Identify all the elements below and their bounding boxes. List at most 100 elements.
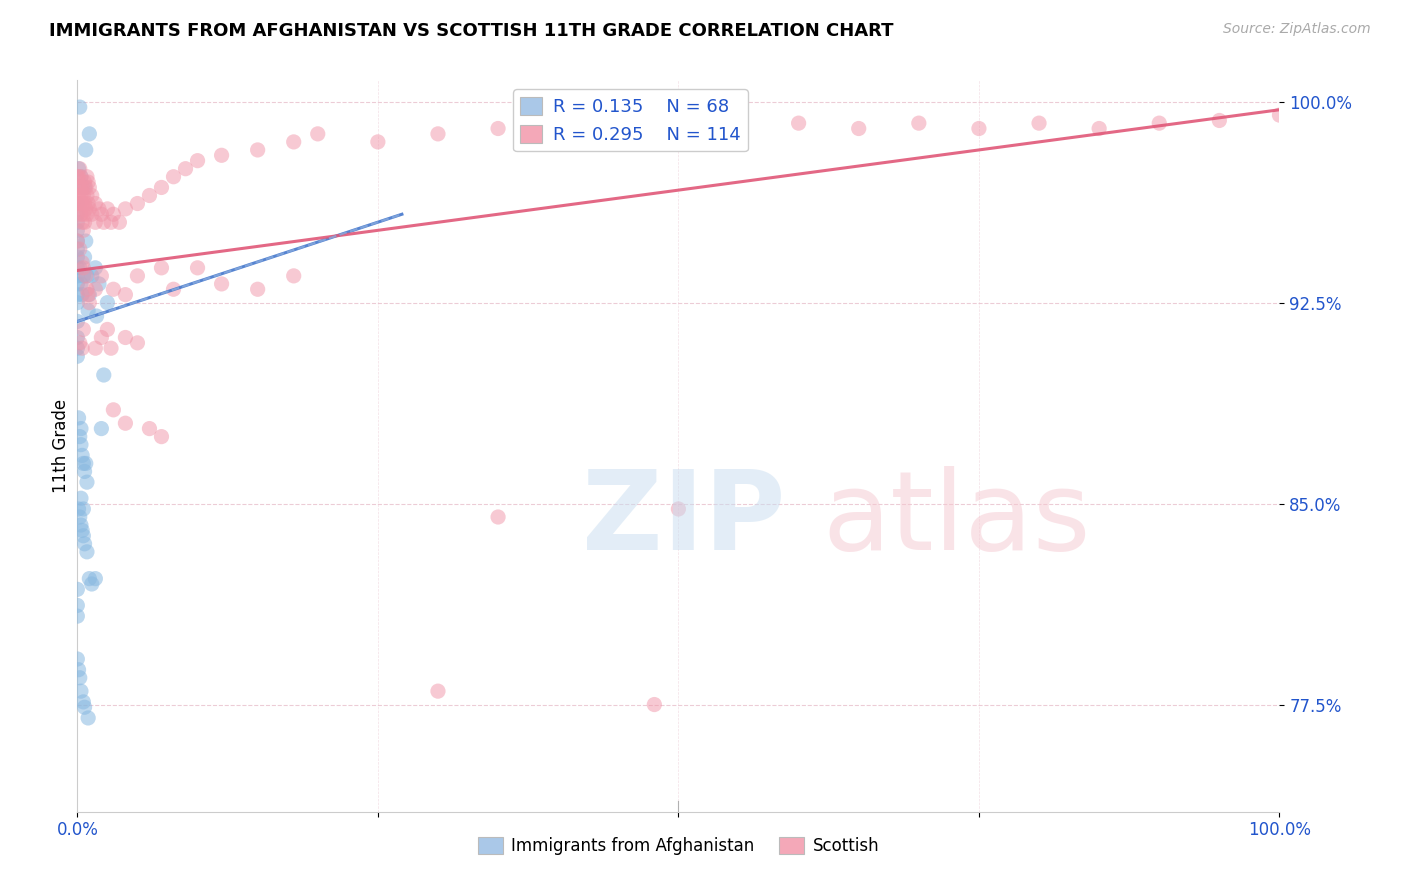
Point — [72, 223, 94, 237]
Point — [75, 234, 97, 248]
Point — [84, 282, 107, 296]
Point — [72, 268, 94, 283]
Point — [70, 684, 93, 698]
Point — [73, 700, 96, 714]
Point — [79, 202, 101, 216]
Point — [283, 268, 305, 283]
Point — [72, 695, 94, 709]
Point — [67, 410, 90, 425]
Point — [67, 502, 90, 516]
Point — [87, 277, 110, 291]
Point — [108, 215, 131, 229]
Point — [96, 322, 118, 336]
Point — [70, 421, 93, 435]
Point — [76, 545, 98, 559]
Point — [66, 652, 89, 666]
Point — [103, 282, 125, 296]
Point — [66, 207, 89, 221]
Point — [150, 260, 173, 275]
Point — [70, 180, 93, 194]
Point — [67, 169, 90, 184]
Point — [76, 188, 98, 202]
Point — [69, 510, 91, 524]
Point — [66, 215, 89, 229]
Point — [69, 242, 91, 256]
Point — [1028, 116, 1050, 130]
Point — [77, 711, 100, 725]
Point — [69, 161, 91, 176]
Legend: Immigrants from Afghanistan, Scottish: Immigrants from Afghanistan, Scottish — [471, 830, 886, 862]
Point — [100, 341, 122, 355]
Point — [69, 671, 91, 685]
Text: IMMIGRANTS FROM AFGHANISTAN VS SCOTTISH 11TH GRADE CORRELATION CHART: IMMIGRANTS FROM AFGHANISTAN VS SCOTTISH … — [49, 22, 894, 40]
Point — [70, 491, 93, 506]
Point — [70, 169, 93, 184]
Point — [114, 416, 136, 430]
Point — [66, 268, 89, 283]
Point — [114, 330, 136, 344]
Point — [114, 287, 136, 301]
Point — [76, 207, 98, 221]
Point — [967, 121, 990, 136]
Point — [90, 421, 112, 435]
Point — [66, 250, 89, 264]
Point — [174, 161, 197, 176]
Point — [73, 537, 96, 551]
Point — [127, 268, 149, 283]
Point — [162, 282, 184, 296]
Point — [72, 529, 94, 543]
Point — [73, 465, 96, 479]
Point — [138, 421, 160, 435]
Point — [70, 215, 93, 229]
Point — [138, 188, 160, 202]
Point — [76, 282, 98, 296]
Point — [86, 309, 108, 323]
Point — [67, 663, 90, 677]
Point — [127, 196, 149, 211]
Point — [727, 121, 749, 136]
Point — [162, 169, 184, 184]
Point — [70, 255, 93, 269]
Text: Source: ZipAtlas.com: Source: ZipAtlas.com — [1223, 22, 1371, 37]
Point — [100, 215, 122, 229]
Point — [643, 698, 665, 712]
Point — [150, 429, 173, 443]
Point — [211, 277, 233, 291]
Point — [186, 260, 209, 275]
Point — [70, 518, 93, 533]
Y-axis label: 11th Grade: 11th Grade — [52, 399, 70, 493]
Point — [69, 335, 91, 350]
Point — [75, 202, 97, 216]
Point — [70, 287, 93, 301]
Point — [70, 277, 93, 291]
Point — [79, 287, 101, 301]
Point — [69, 260, 91, 275]
Point — [72, 322, 94, 336]
Point — [90, 330, 112, 344]
Point — [787, 116, 810, 130]
Point — [66, 341, 89, 355]
Point — [76, 475, 98, 490]
Point — [76, 169, 98, 184]
Point — [486, 121, 509, 136]
Point — [75, 143, 97, 157]
Point — [114, 202, 136, 216]
Point — [70, 437, 93, 451]
Point — [127, 335, 149, 350]
Point — [72, 207, 94, 221]
Point — [84, 215, 107, 229]
Point — [84, 260, 107, 275]
Point — [246, 143, 269, 157]
Point — [427, 127, 450, 141]
Point — [908, 116, 931, 130]
Text: atlas: atlas — [823, 466, 1091, 573]
Point — [67, 202, 90, 216]
Point — [77, 175, 100, 189]
Point — [73, 196, 96, 211]
Point — [66, 287, 89, 301]
Point — [96, 295, 118, 310]
Point — [84, 341, 107, 355]
Point — [66, 295, 89, 310]
Point — [211, 148, 233, 162]
Point — [93, 215, 115, 229]
